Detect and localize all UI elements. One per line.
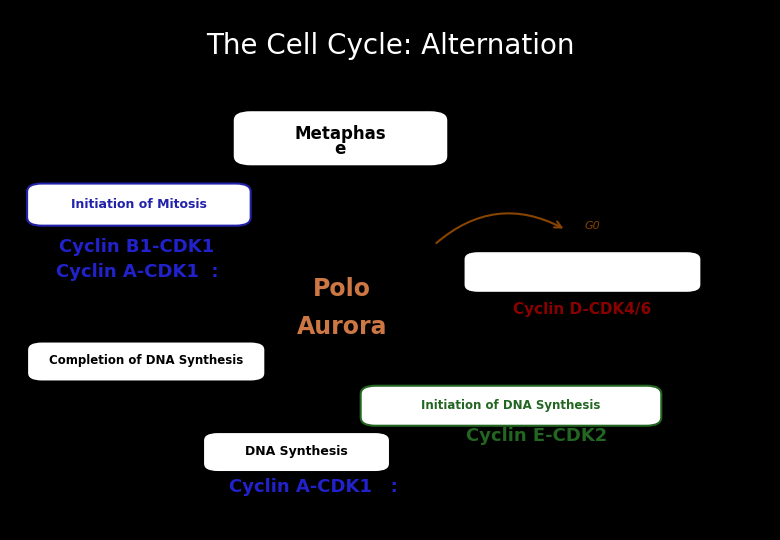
Text: Cyclin A-CDK1   :: Cyclin A-CDK1 : <box>229 478 397 496</box>
FancyBboxPatch shape <box>27 341 265 381</box>
FancyBboxPatch shape <box>232 110 448 167</box>
FancyBboxPatch shape <box>360 386 661 426</box>
Text: Cyclin E-CDK2: Cyclin E-CDK2 <box>466 427 608 446</box>
FancyBboxPatch shape <box>463 251 702 293</box>
Text: Initiation of DNA Synthesis: Initiation of DNA Synthesis <box>421 399 601 411</box>
Text: Cyclin B1-CDK1: Cyclin B1-CDK1 <box>59 238 214 256</box>
Text: The Cell Cycle: Alternation: The Cell Cycle: Alternation <box>206 32 574 60</box>
Text: Aurora: Aurora <box>297 315 388 339</box>
Text: Polo: Polo <box>314 277 371 301</box>
Text: Metaphas: Metaphas <box>294 125 386 143</box>
Text: Initiation of Mitosis: Initiation of Mitosis <box>71 198 207 211</box>
Text: Completion of DNA Synthesis: Completion of DNA Synthesis <box>49 354 243 367</box>
Text: e: e <box>335 140 346 158</box>
Text: Cyclin A-CDK1  :: Cyclin A-CDK1 : <box>56 263 218 281</box>
Text: DNA Synthesis: DNA Synthesis <box>245 446 348 458</box>
FancyBboxPatch shape <box>27 184 250 226</box>
Text: Cyclin D-CDK4/6: Cyclin D-CDK4/6 <box>513 302 651 318</box>
Text: G0: G0 <box>584 221 600 231</box>
FancyBboxPatch shape <box>203 432 390 472</box>
